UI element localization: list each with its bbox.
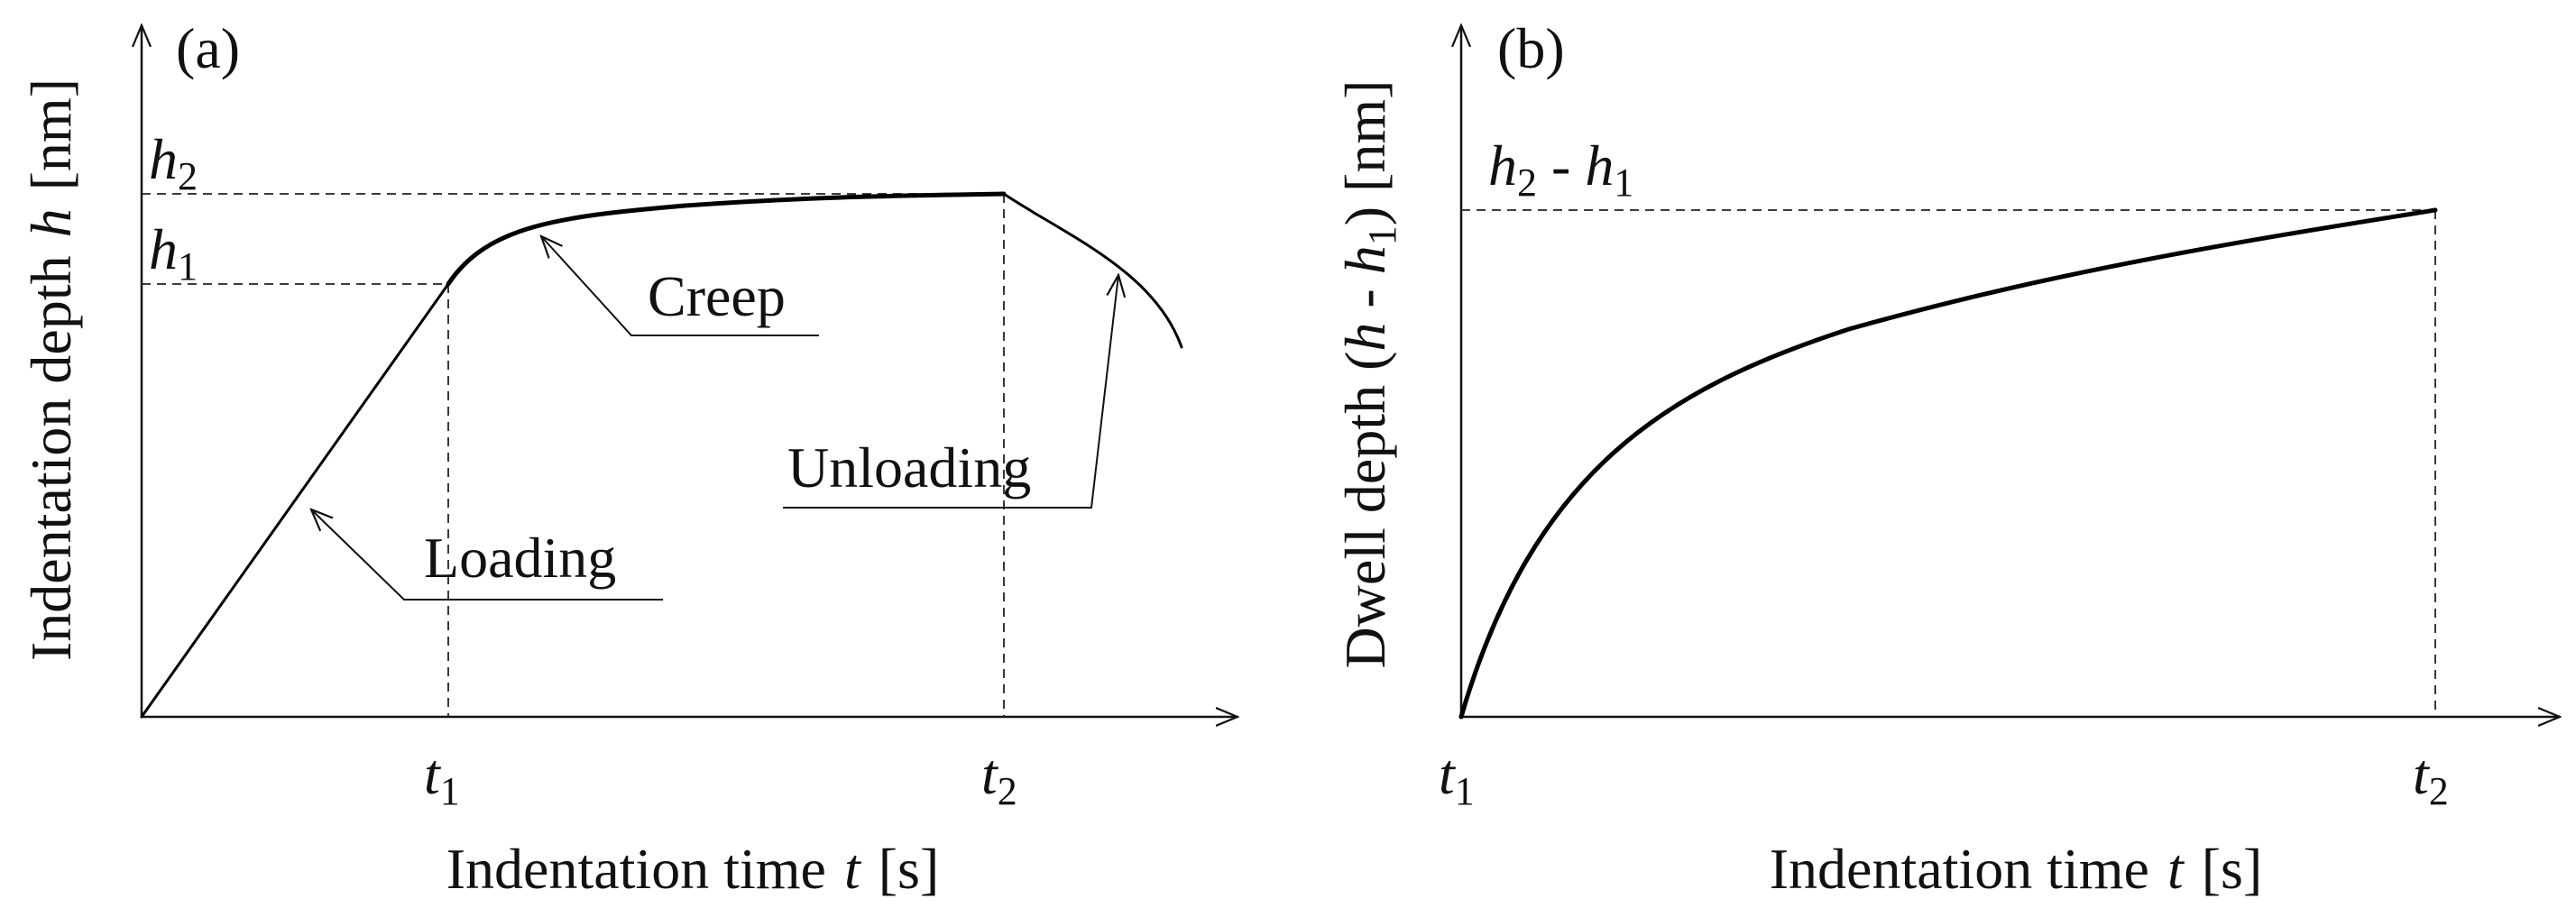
panel-a-x-label: Indentation time t [s] (446, 837, 940, 901)
panel-b-t1-tick: t1 (1439, 742, 1475, 813)
panel-a-creep-curve (446, 191, 1007, 287)
panel-a-loading-curve (140, 282, 450, 719)
panel-b-top-label: h2 - h1 (1488, 133, 1633, 205)
panel-b-x-label: Indentation time t [s] (1770, 837, 2263, 901)
panel-b-dwell-curve (1458, 207, 2438, 720)
panel-a-creep-leader (541, 236, 819, 336)
panel-a-t2-tick: t2 (981, 742, 1017, 813)
panel-b-t2-tick: t2 (2413, 742, 2449, 813)
panel-a: (a) h2 h1 Creep Loading Unloading t1 t2 … (19, 16, 1237, 901)
panel-a-h2-label: h2 (149, 127, 198, 198)
panel-b-y-label: Dwell depth (h - h1) [nm] (1333, 80, 1404, 669)
panel-a-unloading-leader (783, 275, 1118, 509)
panel-a-t1-tick: t1 (424, 742, 460, 813)
panel-a-loading-leader (311, 509, 663, 601)
panel-a-unloading-curve (1002, 192, 1183, 349)
panel-a-tag: (a) (176, 16, 240, 80)
panel-a-h1-label: h1 (149, 217, 198, 289)
panel-a-y-label: Indentation depthh[nm] (19, 78, 83, 661)
panel-a-creep-label: Creep (648, 264, 786, 328)
panel-b: (b) h2 - h1 t1 t2 Indentation time t [s] D… (1333, 16, 2560, 901)
panel-a-unloading-label: Unloading (787, 436, 1031, 500)
panel-b-tag: (b) (1497, 16, 1565, 80)
panel-a-loading-label: Loading (424, 526, 616, 590)
